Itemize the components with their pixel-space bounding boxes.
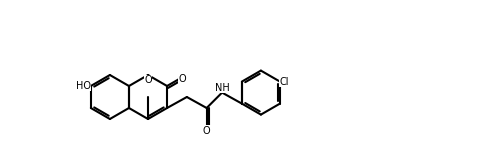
Text: O: O <box>144 75 152 85</box>
Text: O: O <box>179 74 186 84</box>
Text: NH: NH <box>215 83 229 93</box>
Text: O: O <box>203 126 210 136</box>
Text: HO: HO <box>76 81 91 91</box>
Text: Cl: Cl <box>280 77 289 87</box>
